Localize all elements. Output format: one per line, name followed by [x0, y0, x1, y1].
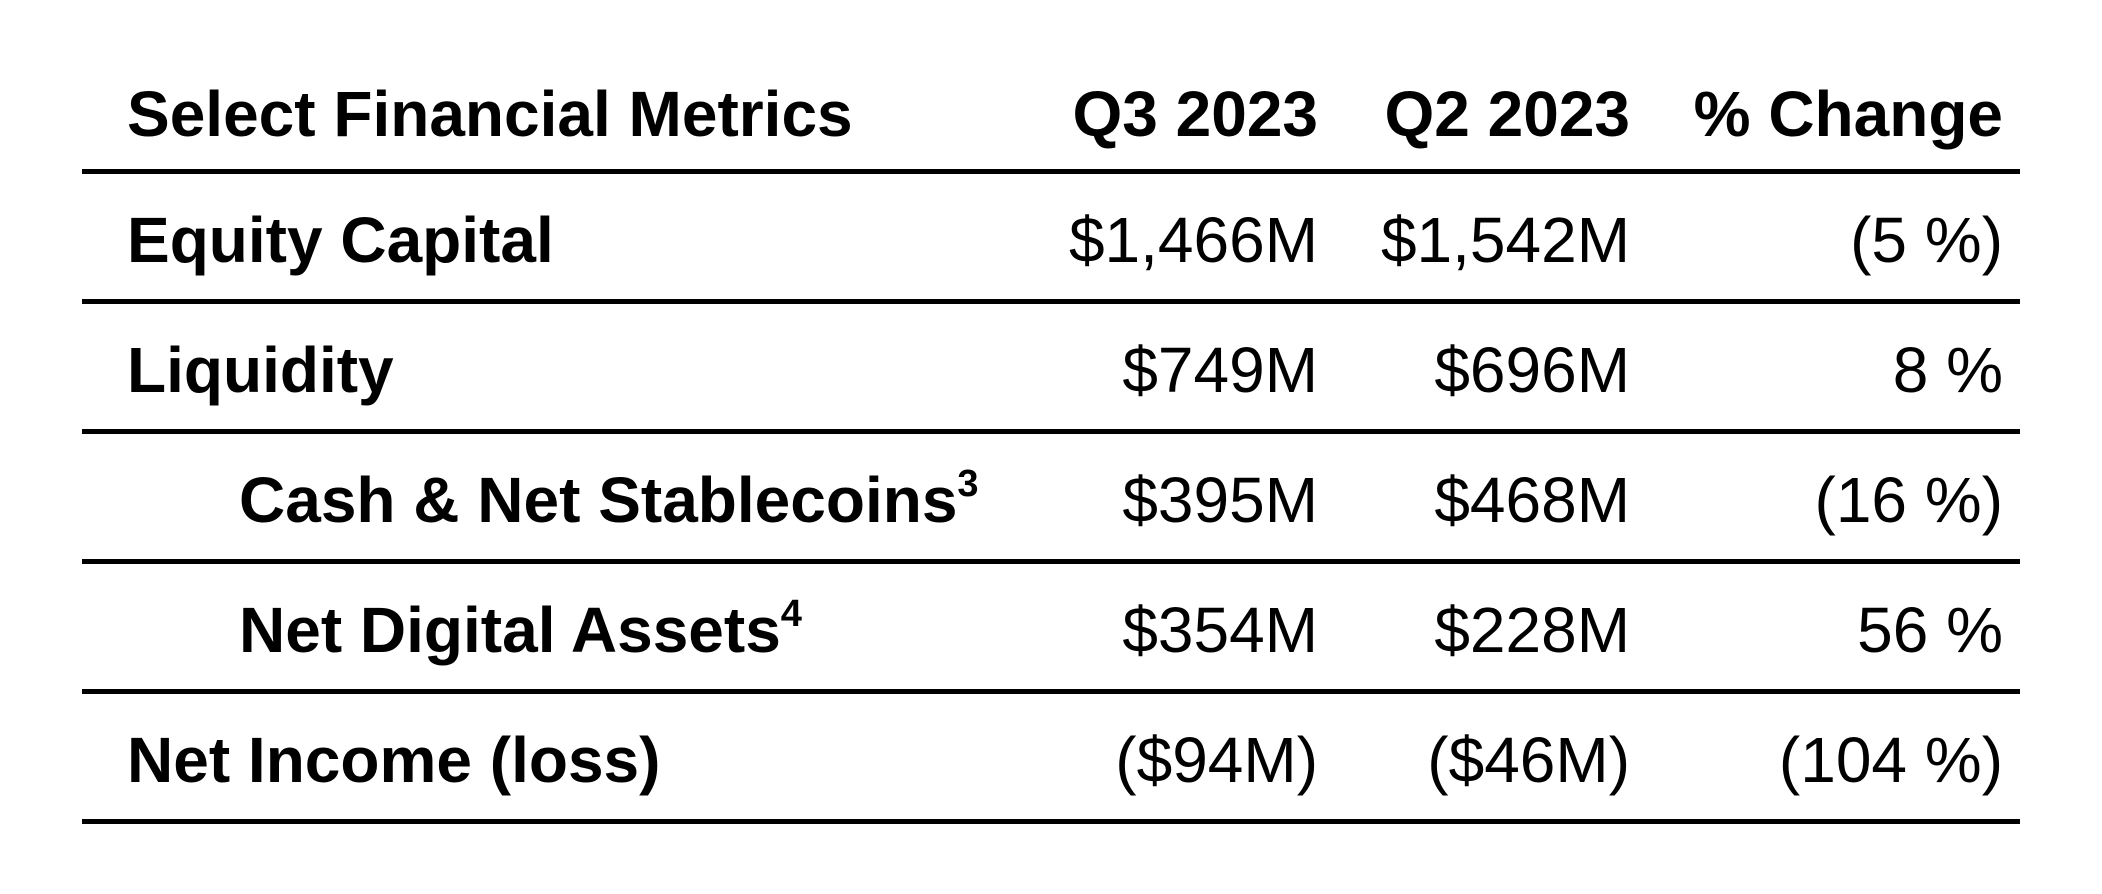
- table-row-net-digital-assets: Net Digital Assets4 $354M $228M 56 %: [82, 564, 2020, 694]
- q3-value-cell: $354M: [1122, 593, 1318, 666]
- q3-value-cell: $749M: [1122, 333, 1318, 406]
- q3-value-cell: $395M: [1122, 463, 1318, 536]
- q2-value-cell: $696M: [1434, 333, 1630, 406]
- metric-label-cell: Cash & Net Stablecoins3: [82, 465, 982, 532]
- table-row-liquidity: Liquidity $749M $696M 8 %: [82, 304, 2020, 434]
- metric-label-cell: Equity Capital: [82, 208, 982, 272]
- percent-change-cell: 8 %: [1892, 333, 2003, 406]
- table-row-equity-capital: Equity Capital $1,466M $1,542M (5 %): [82, 174, 2020, 304]
- q3-value-cell: ($94M): [1115, 723, 1318, 796]
- metric-label: Equity Capital: [127, 203, 554, 276]
- table-row-cash-net-stablecoins: Cash & Net Stablecoins3 $395M $468M (16 …: [82, 434, 2020, 564]
- header-q2-2023: Q2 2023: [1384, 77, 1630, 150]
- percent-change-cell: (104 %): [1778, 723, 2003, 796]
- metric-label: Net Digital Assets: [239, 593, 781, 666]
- q2-value-cell: ($46M): [1427, 723, 1630, 796]
- percent-change-cell: (16 %): [1814, 463, 2004, 536]
- footnote-marker: 4: [780, 592, 802, 635]
- percent-change-cell: (5 %): [1850, 203, 2003, 276]
- q3-value-cell: $1,466M: [1068, 203, 1318, 276]
- footnote-marker: 3: [957, 462, 979, 505]
- header-percent-change: % Change: [1693, 77, 2003, 150]
- metric-label-cell: Net Digital Assets4: [82, 595, 982, 662]
- financial-metrics-table: Select Financial Metrics Q3 2023 Q2 2023…: [82, 32, 2020, 824]
- q2-value-cell: $1,542M: [1380, 203, 1630, 276]
- metric-label: Net Income (loss): [127, 723, 661, 796]
- metric-label: Cash & Net Stablecoins: [239, 463, 958, 536]
- q2-value-cell: $468M: [1434, 463, 1630, 536]
- metric-label: Liquidity: [127, 333, 394, 406]
- table-header-row: Select Financial Metrics Q3 2023 Q2 2023…: [82, 32, 2020, 174]
- percent-change-cell: 56 %: [1857, 593, 2003, 666]
- metric-label-cell: Net Income (loss): [82, 728, 982, 792]
- table-row-net-income-loss: Net Income (loss) ($94M) ($46M) (104 %): [82, 694, 2020, 824]
- header-q3-2023: Q3 2023: [1072, 77, 1318, 150]
- metric-label-cell: Liquidity: [82, 338, 982, 402]
- q2-value-cell: $228M: [1434, 593, 1630, 666]
- header-metric: Select Financial Metrics: [127, 77, 853, 150]
